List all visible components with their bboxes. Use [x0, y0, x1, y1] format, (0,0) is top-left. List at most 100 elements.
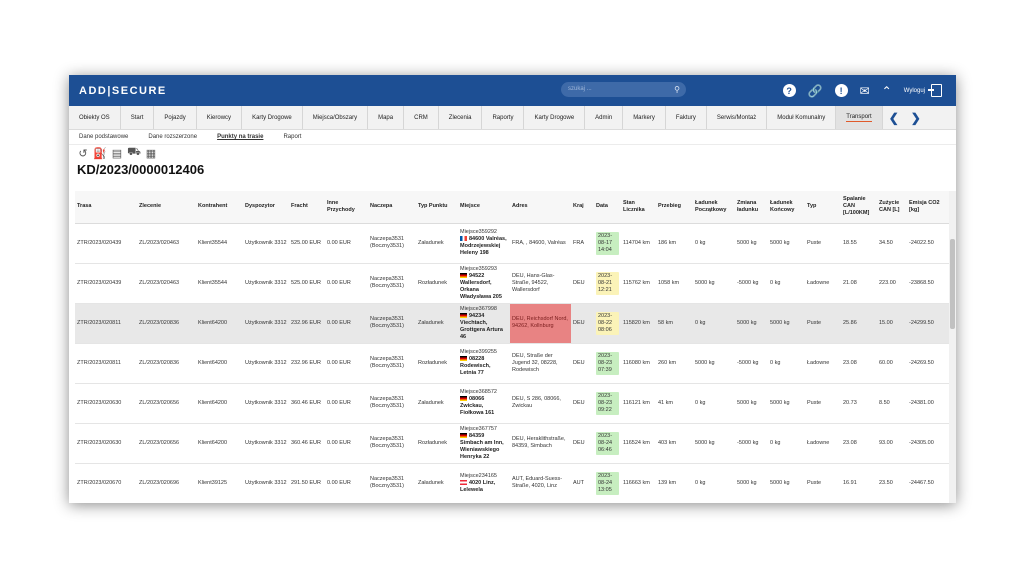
calendar-icon[interactable]: ▦: [145, 147, 157, 160]
column-header[interactable]: Dyspozytor: [243, 191, 289, 224]
subtab-punkty-na-trasie[interactable]: Punkty na trasie: [217, 134, 264, 140]
menu-item-admin[interactable]: Admin: [585, 106, 624, 129]
fuel-icon[interactable]: ⛽: [93, 147, 107, 160]
column-header[interactable]: Zmiana ładunku: [735, 191, 768, 224]
table-row[interactable]: ZTR/2023/020439 ZL/2023/020463 Klient355…: [75, 263, 949, 304]
subtab-dane-rozszerzone[interactable]: Dane rozszerzone: [148, 134, 198, 140]
search-input[interactable]: szukaj ... ⚲: [561, 82, 686, 97]
cell-przebieg: 58 km: [656, 303, 693, 344]
menu-item-crm[interactable]: CRM: [404, 106, 439, 129]
cell-data: 2023-08-22 08:06: [594, 303, 621, 344]
table-row[interactable]: ZTR/2023/020439 ZL/2023/020463 Klient355…: [75, 223, 949, 264]
column-header[interactable]: Data: [594, 191, 621, 224]
cell-emisja: -24305.00: [907, 423, 949, 464]
cell-fracht: 525.00 EUR: [289, 263, 325, 304]
cell-inne: 0.00 EUR: [325, 383, 368, 424]
truck-icon[interactable]: ⛟: [127, 146, 141, 158]
place-name: 08066 Zwickau, Fiołkowa 161: [460, 396, 495, 416]
back-icon[interactable]: ↺: [78, 147, 88, 160]
menu-item-mapa[interactable]: Mapa: [368, 106, 405, 129]
subtab-raport[interactable]: Raport: [283, 134, 302, 140]
column-header[interactable]: Zużycie CAN [L]: [877, 191, 907, 224]
cell-licznik: 114704 km: [621, 223, 656, 264]
menu-item-zlecenia[interactable]: Zlecenia: [439, 106, 483, 129]
flag-icon: [460, 432, 467, 438]
cell-kontrahent: Klient64200: [196, 303, 243, 344]
cell-lad-konc: 5000 kg: [768, 223, 805, 264]
place-id: Miejsce368572: [460, 389, 497, 395]
table-row[interactable]: ZTR/2023/020630 ZL/2023/020656 Klient642…: [75, 383, 949, 424]
menu-item-raporty[interactable]: Raporty: [482, 106, 525, 129]
flag-icon: [460, 479, 467, 485]
subtab-dane-podstawowe[interactable]: Dane podstawowe: [79, 134, 129, 140]
menu-item-obiekty-os[interactable]: Obiekty OS: [69, 106, 121, 129]
column-header[interactable]: Przebieg: [656, 191, 693, 224]
menu-item-faktury[interactable]: Faktury: [666, 106, 707, 129]
menu-item-miejsca-obszary[interactable]: Miejsca/Obszary: [303, 106, 369, 129]
column-header[interactable]: Naczepa: [368, 191, 416, 224]
vertical-scrollbar[interactable]: [949, 191, 956, 503]
page-title: KD/2023/0000012406: [77, 162, 205, 177]
cell-emisja: -24299.50: [907, 303, 949, 344]
document-icon[interactable]: ▤: [111, 147, 123, 160]
menu-item-karty-drogowe[interactable]: Karty Drogowe: [242, 106, 303, 129]
column-header[interactable]: Miejsce: [458, 191, 510, 224]
table-row[interactable]: ZTR/2023/020811 ZL/2023/020836 Klient642…: [75, 303, 949, 344]
link-icon[interactable]: 🔗: [807, 83, 823, 98]
cell-spalanie: 21.08: [841, 263, 877, 304]
place-name: 94234 Viechtach, Grottgera Artura 46: [460, 312, 503, 340]
cell-inne: 0.00 EUR: [325, 263, 368, 304]
column-header[interactable]: Typ Punktu: [416, 191, 458, 224]
column-header[interactable]: Stan Licznika: [621, 191, 656, 224]
cell-inne: 0.00 EUR: [325, 303, 368, 344]
column-header[interactable]: Fracht: [289, 191, 325, 224]
place-name: 4020 Linz, Lelewela: [460, 479, 496, 493]
chevron-up-icon[interactable]: ⌃: [881, 83, 892, 98]
scrollbar-thumb[interactable]: [950, 239, 955, 329]
cell-inne: 0.00 EUR: [325, 343, 368, 384]
menu-scroll-left-icon[interactable]: ❮: [888, 110, 899, 125]
flag-icon: [460, 356, 467, 362]
help-icon[interactable]: ?: [782, 84, 796, 97]
cell-naczepa: Naczepa3531 (Boczny3531): [368, 423, 416, 464]
alert-icon[interactable]: !: [834, 84, 848, 97]
column-header[interactable]: Adres: [510, 191, 571, 224]
column-header[interactable]: Kontrahent: [196, 191, 243, 224]
menu-item-kierowcy[interactable]: Kierowcy: [197, 106, 243, 129]
cell-lad-pocz: 5000 kg: [693, 423, 735, 464]
cell-adres: DEU, Heraklithstraße, 84359, Simbach: [510, 423, 571, 464]
logout-icon[interactable]: [928, 84, 942, 97]
menu-item-modul-komunalny[interactable]: Moduł Komunalny: [767, 106, 837, 129]
cell-zuzycie: 223.00: [877, 263, 907, 304]
menu-scroll-right-icon[interactable]: ❯: [910, 110, 921, 125]
table-row[interactable]: ZTR/2023/020630 ZL/2023/020656 Klient642…: [75, 423, 949, 464]
logout-label[interactable]: Wyloguj: [903, 87, 925, 94]
table-row[interactable]: ZTR/2023/020670 ZL/2023/020696 Klient391…: [75, 463, 949, 503]
menu-item-serwis-montaz[interactable]: Serwis/Montaż: [707, 106, 768, 129]
logo: ADD|SECURE: [79, 84, 167, 97]
column-header[interactable]: Ładunek Początkowy: [693, 191, 735, 224]
column-header[interactable]: Trasa: [75, 191, 137, 224]
column-header[interactable]: Emisja CO2 [kg]: [907, 191, 949, 224]
column-header[interactable]: Kraj: [571, 191, 594, 224]
table-row[interactable]: ZTR/2023/020811 ZL/2023/020836 Klient642…: [75, 343, 949, 384]
cell-przebieg: 139 km: [656, 463, 693, 503]
column-header[interactable]: Zlecenie: [137, 191, 196, 224]
search-icon[interactable]: ⚲: [674, 85, 680, 94]
menu-item-start[interactable]: Start: [121, 106, 155, 129]
menu-item-transport[interactable]: Transport: [836, 106, 883, 129]
column-header[interactable]: Typ: [805, 191, 841, 224]
column-header[interactable]: Spalanie CAN [L/100KM]: [841, 191, 877, 224]
menu-item-markery[interactable]: Markery: [623, 106, 666, 129]
cell-fracht: 360.46 EUR: [289, 383, 325, 424]
cell-data: 2023-08-23 07:39: [594, 343, 621, 384]
cell-data: 2023-08-24 06:46: [594, 423, 621, 464]
menu-item-pojazdy[interactable]: Pojazdy: [154, 106, 197, 129]
menu-item-karty-drogowe-2[interactable]: Karty Drogowe: [524, 106, 586, 129]
message-icon[interactable]: ✉: [859, 83, 870, 98]
place-id: Miejsce399255: [460, 349, 497, 355]
column-header[interactable]: Ładunek Końcowy: [768, 191, 805, 224]
column-header[interactable]: Inne Przychody: [325, 191, 368, 224]
cell-naczepa: Naczepa3531 (Boczny3531): [368, 463, 416, 503]
cell-dyspozytor: Użytkownik 3312: [243, 343, 289, 384]
